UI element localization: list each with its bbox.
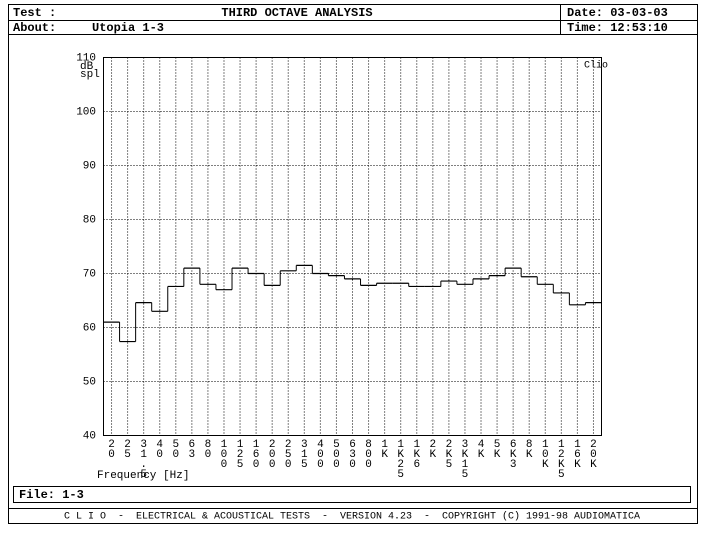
y-tick-label: 110 <box>76 52 96 64</box>
about: Utopia 1-3 <box>92 21 164 35</box>
y-tick-label: 90 <box>83 160 96 172</box>
y-tick-label: 70 <box>83 268 96 280</box>
y-tick-label: 40 <box>83 430 96 442</box>
file-box <box>13 486 691 503</box>
about-label: About: <box>13 21 56 35</box>
date: Date: 03-03-03 <box>567 6 668 20</box>
frame <box>8 4 698 524</box>
y-tick-label: 80 <box>83 214 96 226</box>
y-tick-label: 50 <box>83 376 96 388</box>
test-label: Test : <box>13 6 56 20</box>
time: Time: 12:53:10 <box>567 21 668 35</box>
file: File: 1-3 <box>19 488 84 502</box>
y-label: spl <box>80 69 100 81</box>
x-label: Frequency [Hz] <box>97 470 189 482</box>
y-tick-label: 100 <box>76 106 96 118</box>
footer: C L I O - ELECTRICAL & ACOUSTICAL TESTS … <box>64 511 640 523</box>
annotation: Clio <box>584 60 608 72</box>
y-tick-label: 60 <box>83 322 96 334</box>
y-label: dB <box>80 61 94 73</box>
chart-title: THIRD OCTAVE ANALYSIS <box>221 6 372 20</box>
